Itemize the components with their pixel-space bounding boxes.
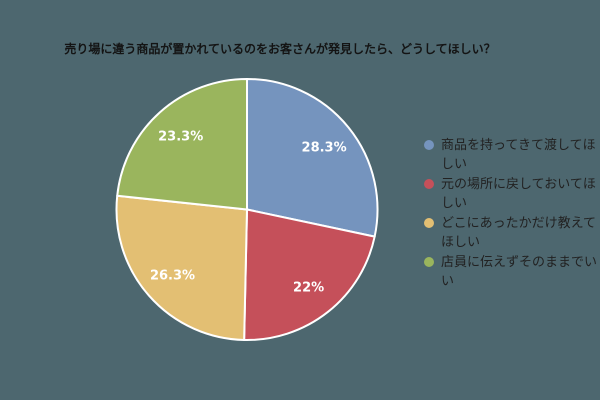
pie-slice <box>115 194 248 341</box>
slice-value-label: 23.3% <box>158 129 203 144</box>
legend-label: どこにあったかだけ教えてほしい <box>441 216 596 250</box>
legend-label: 店員に伝えずそのままでいい <box>441 255 598 289</box>
legend-label: 商品を持ってきて渡してほしい <box>441 138 596 172</box>
legend-label: 元の場所に戻しておいてほしい <box>441 177 596 211</box>
legend-marker-circle <box>424 179 434 189</box>
legend-item: 元の場所に戻しておいてほしい <box>424 175 598 213</box>
legend-item: どこにあったかだけ教えてほしい <box>424 214 598 252</box>
legend-item: 店員に伝えずそのままでいい <box>424 253 598 291</box>
pie-slice <box>243 208 376 341</box>
legend-item: 商品を持ってきて渡してほしい <box>424 136 598 174</box>
slice-value-label: 28.3% <box>302 141 347 156</box>
slice-value-label: 22% <box>293 281 324 296</box>
legend-marker-circle <box>424 257 434 267</box>
legend: 商品を持ってきて渡してほしい 元の場所に戻しておいてほしい どこにあったかだけ教えて… <box>424 136 598 291</box>
pie-slice <box>246 78 379 238</box>
slice-value-label: 26.3% <box>150 269 195 284</box>
legend-marker-circle <box>424 140 434 150</box>
legend-marker-circle <box>424 218 434 228</box>
chart-title: 売り場に違う商品が置かれているのをお客さんが発見したら、どうしてほしい？ <box>64 42 496 56</box>
pie-slice <box>116 78 248 211</box>
